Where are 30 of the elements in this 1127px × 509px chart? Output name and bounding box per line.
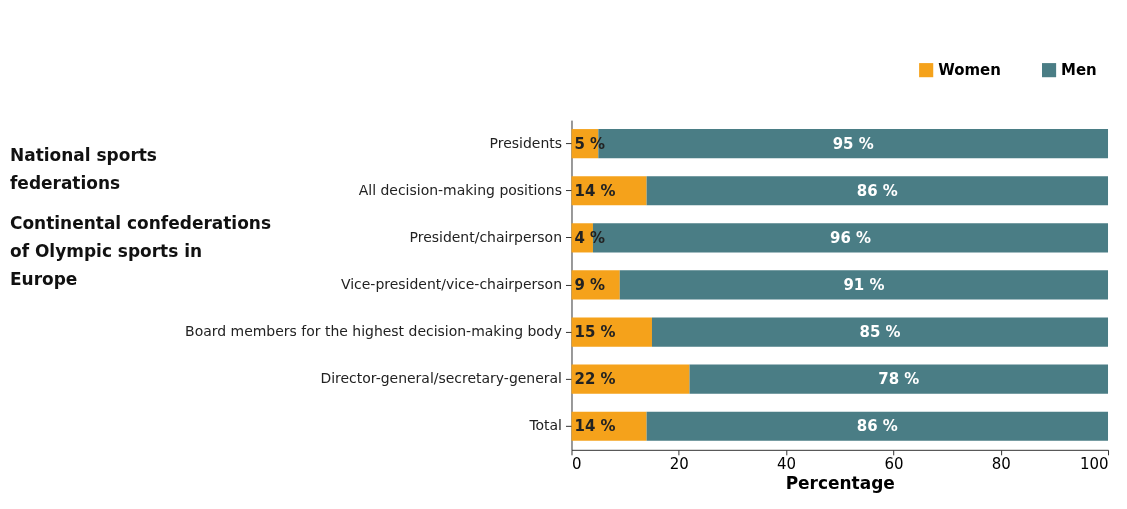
text: Continental confederations of Olympic sports in Europe bbox=[9, 213, 272, 289]
data-label: 22 % bbox=[574, 370, 616, 389]
data-label: 86 % bbox=[856, 417, 898, 436]
x-tick-label: 20 bbox=[669, 455, 689, 474]
y-tick-label: Director-general/secretary-general bbox=[320, 370, 562, 387]
data-label: 85 % bbox=[859, 323, 901, 342]
y-tick-label: Total bbox=[528, 417, 562, 434]
y-tick-label: Presidents bbox=[489, 134, 562, 151]
x-tick-label: 40 bbox=[777, 455, 797, 474]
data-label: 95 % bbox=[832, 134, 874, 153]
x-tick-label: 0 bbox=[571, 455, 582, 474]
y-tick-label: Vice-president/vice-chairperson bbox=[340, 275, 562, 292]
x-axis-title: Percentage bbox=[785, 473, 895, 494]
y-tick-label: All decision-making positions bbox=[358, 181, 562, 198]
text: National sports federations bbox=[9, 145, 157, 194]
x-tick-label: 100 bbox=[1079, 455, 1109, 474]
legend-label: Women bbox=[938, 61, 1001, 80]
x-tick-label: 60 bbox=[884, 455, 904, 474]
data-label: 14 % bbox=[574, 417, 616, 436]
data-label: 15 % bbox=[574, 323, 616, 342]
data-label: 9 % bbox=[574, 275, 606, 294]
x-tick-label: 80 bbox=[991, 455, 1011, 474]
data-label: 78 % bbox=[878, 370, 920, 389]
data-label: 86 % bbox=[856, 181, 898, 200]
data-label: 96 % bbox=[829, 228, 872, 247]
data-label: 14 % bbox=[574, 181, 616, 200]
y-tick-label: Board members for the highest decision-making body bbox=[185, 323, 562, 340]
data-label: 91 % bbox=[843, 275, 885, 294]
legend-label: Men bbox=[1061, 61, 1097, 80]
y-tick-label: President/chairperson bbox=[409, 228, 562, 245]
